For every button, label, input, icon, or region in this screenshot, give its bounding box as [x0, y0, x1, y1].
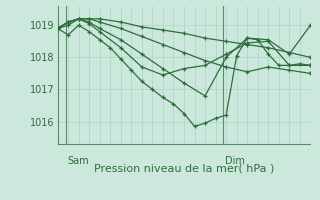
- X-axis label: Pression niveau de la mer( hPa ): Pression niveau de la mer( hPa ): [94, 163, 274, 173]
- Text: Dim: Dim: [225, 156, 245, 166]
- Text: Sam: Sam: [67, 156, 89, 166]
